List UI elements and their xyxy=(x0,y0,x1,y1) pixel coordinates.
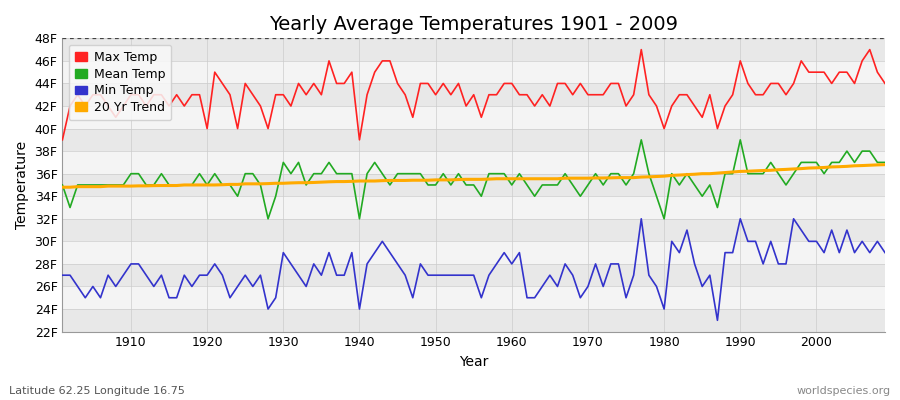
Legend: Max Temp, Mean Temp, Min Temp, 20 Yr Trend: Max Temp, Mean Temp, Min Temp, 20 Yr Tre… xyxy=(68,44,171,120)
Y-axis label: Temperature: Temperature xyxy=(15,141,29,229)
Bar xyxy=(62,128,885,151)
Title: Yearly Average Temperatures 1901 - 2009: Yearly Average Temperatures 1901 - 2009 xyxy=(269,15,679,34)
X-axis label: Year: Year xyxy=(459,355,489,369)
Text: worldspecies.org: worldspecies.org xyxy=(796,386,891,396)
Bar xyxy=(62,84,885,106)
Bar xyxy=(62,61,885,84)
Bar xyxy=(62,264,885,286)
Bar xyxy=(62,106,885,128)
Bar xyxy=(62,174,885,196)
Bar xyxy=(62,38,885,61)
Text: Latitude 62.25 Longitude 16.75: Latitude 62.25 Longitude 16.75 xyxy=(9,386,184,396)
Bar xyxy=(62,309,885,332)
Bar xyxy=(62,151,885,174)
Bar xyxy=(62,219,885,241)
Bar xyxy=(62,241,885,264)
Bar xyxy=(62,286,885,309)
Bar xyxy=(62,196,885,219)
